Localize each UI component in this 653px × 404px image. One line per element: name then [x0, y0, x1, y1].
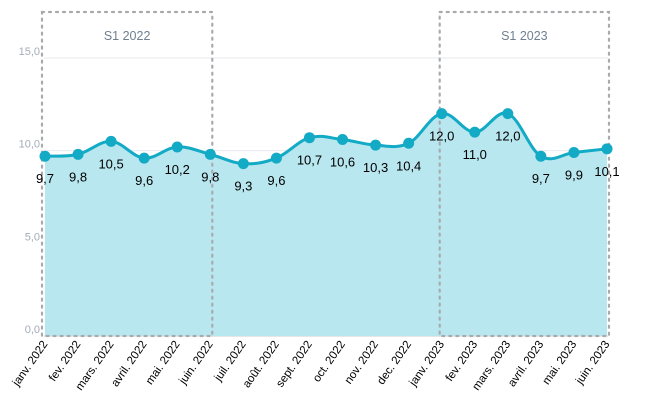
y-tick-label: 0,0 — [25, 324, 40, 336]
data-points — [39, 108, 613, 170]
data-point — [502, 108, 514, 120]
x-tick-label: juin. 2022 — [177, 339, 216, 388]
data-point — [568, 147, 580, 159]
data-label: 10,4 — [396, 158, 421, 173]
data-label: 12,0 — [429, 129, 454, 144]
x-tick-label: fev. 2023 — [444, 339, 480, 384]
data-point — [204, 148, 216, 160]
data-point — [138, 152, 150, 164]
data-label: 9,7 — [532, 171, 550, 186]
data-label: 12,0 — [495, 129, 520, 144]
data-point — [303, 132, 315, 144]
y-tick-label: 5,0 — [25, 231, 40, 243]
band-label: S1 2023 — [501, 29, 548, 43]
data-label: 10,2 — [165, 162, 190, 177]
data-label: 9,3 — [234, 179, 252, 194]
x-tick-label: juin. 2023 — [573, 339, 612, 388]
area-fill — [45, 113, 607, 336]
x-tick-label: janv. 2022 — [10, 339, 50, 389]
y-tick-label: 10,0 — [19, 139, 40, 151]
data-label: 10,1 — [594, 164, 619, 179]
data-label: 11,0 — [463, 147, 487, 162]
y-tick-label: 15,0 — [19, 46, 40, 58]
data-labels: 9,7 9,8 10,5 9,6 10,2 9,8 9,3 9,6 10,7 10,6 10,3 10… — [36, 129, 620, 194]
x-tick-label: oct. 2022 — [311, 339, 348, 385]
data-label: 9,7 — [36, 171, 54, 186]
data-label: 10,3 — [363, 160, 388, 175]
x-tick-label: fev. 2022 — [47, 339, 83, 384]
data-point — [469, 126, 481, 138]
highlight-bands: S1 2022 S1 2023 — [40, 10, 611, 338]
data-point — [337, 134, 349, 146]
data-label: 10,5 — [98, 156, 123, 171]
data-point — [105, 135, 117, 147]
data-point — [237, 158, 249, 170]
band-label: S1 2022 — [104, 29, 151, 43]
data-point — [436, 108, 448, 120]
data-label: 10,7 — [297, 153, 322, 168]
data-point — [39, 150, 51, 162]
data-label: 10,6 — [330, 155, 355, 170]
data-point — [72, 148, 84, 160]
data-point — [270, 152, 282, 164]
data-label: 9,9 — [565, 168, 583, 183]
data-point — [403, 137, 415, 149]
highlight-band — [40, 10, 214, 338]
data-label: 9,8 — [69, 169, 87, 184]
data-label: 9,6 — [267, 173, 285, 188]
x-tick-label: juil. 2022 — [212, 339, 249, 384]
highlight-band — [438, 10, 611, 338]
data-label: 9,6 — [135, 173, 153, 188]
data-point — [535, 150, 547, 162]
data-label: 9,8 — [201, 169, 219, 184]
data-point — [171, 141, 183, 153]
data-point — [370, 139, 382, 151]
data-point — [601, 143, 613, 155]
